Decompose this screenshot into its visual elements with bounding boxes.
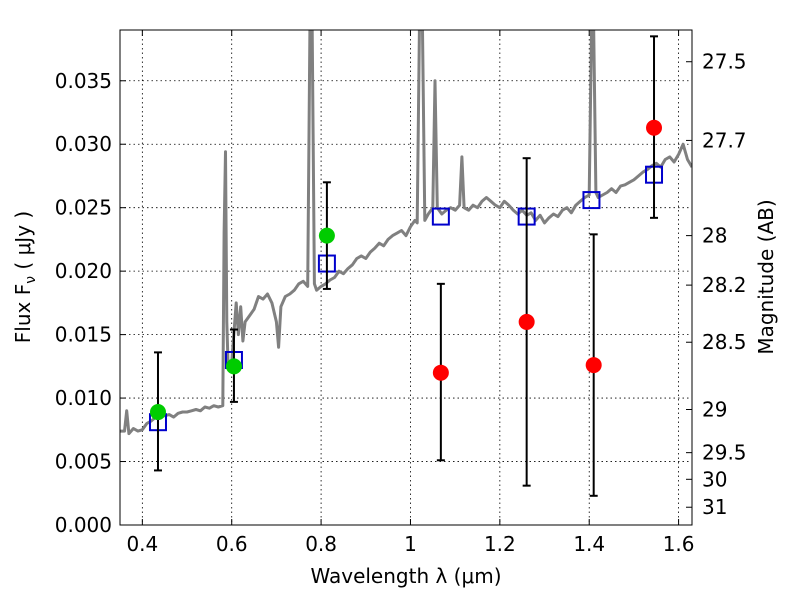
- model-square-point: [582, 191, 601, 210]
- y2-tick-label: 28: [702, 224, 727, 248]
- y-tick-label: 0.015: [55, 323, 112, 347]
- spectrum-line: [120, 30, 692, 436]
- x-tick-label: 0.4: [126, 532, 158, 556]
- y-tick-label: 0.000: [55, 513, 112, 537]
- y2-tick-label: 30: [702, 467, 727, 491]
- y2-axis-title: Magnitude (AB): [754, 199, 778, 354]
- y-tick-label: 0.020: [55, 259, 112, 283]
- y-axis-title-main: Flux F: [11, 284, 35, 343]
- grid: [120, 30, 692, 525]
- y-tick-label: 0.035: [55, 69, 112, 93]
- series-layer: [120, 30, 692, 497]
- y-axis-title-unit: ( μJy ): [11, 211, 35, 276]
- y-axis-title: Flux Fν ( μJy ): [11, 211, 39, 343]
- x-tick-label: 1.4: [573, 532, 605, 556]
- x-tick-label: 0.8: [305, 532, 337, 556]
- red-data-point: [518, 313, 535, 330]
- y2-tick-label: 29.5: [702, 441, 747, 465]
- y2-tick-label: 27.5: [702, 50, 747, 74]
- x-tick-label: 0.6: [216, 532, 248, 556]
- red-data-point: [432, 364, 449, 381]
- y-tick-label: 0.030: [55, 132, 112, 156]
- red-data-point: [646, 119, 663, 136]
- model-square-point: [431, 207, 450, 226]
- green-data-point: [149, 404, 166, 421]
- y2-tick-label: 31: [702, 495, 727, 519]
- y-axis-title-subscript: ν: [23, 276, 39, 284]
- x-tick-label: 1: [404, 532, 417, 556]
- y-tick-label: 0.025: [55, 196, 112, 220]
- green-data-point: [225, 358, 242, 375]
- x-tick-label: 1.6: [663, 532, 695, 556]
- red-data-point: [585, 357, 602, 374]
- plot-frame: [119, 29, 693, 526]
- x-tick-label: 1.2: [484, 532, 516, 556]
- y-tick-label: 0.010: [55, 386, 112, 410]
- y-tick-label: 0.005: [55, 450, 112, 474]
- green-data-point: [318, 227, 335, 244]
- y2-tick-label: 28.2: [702, 273, 747, 297]
- x-axis-title: Wavelength λ (μm): [310, 564, 501, 588]
- y2-tick-label: 28.5: [702, 330, 747, 354]
- y2-tick-label: 27.7: [702, 128, 747, 152]
- axis-ticks: 0.4 0.6 0.8 1 1.2 1.4 1.6 0.000 0.005 0.010 0.015 0…: [55, 30, 747, 556]
- y2-tick-label: 29: [702, 398, 727, 422]
